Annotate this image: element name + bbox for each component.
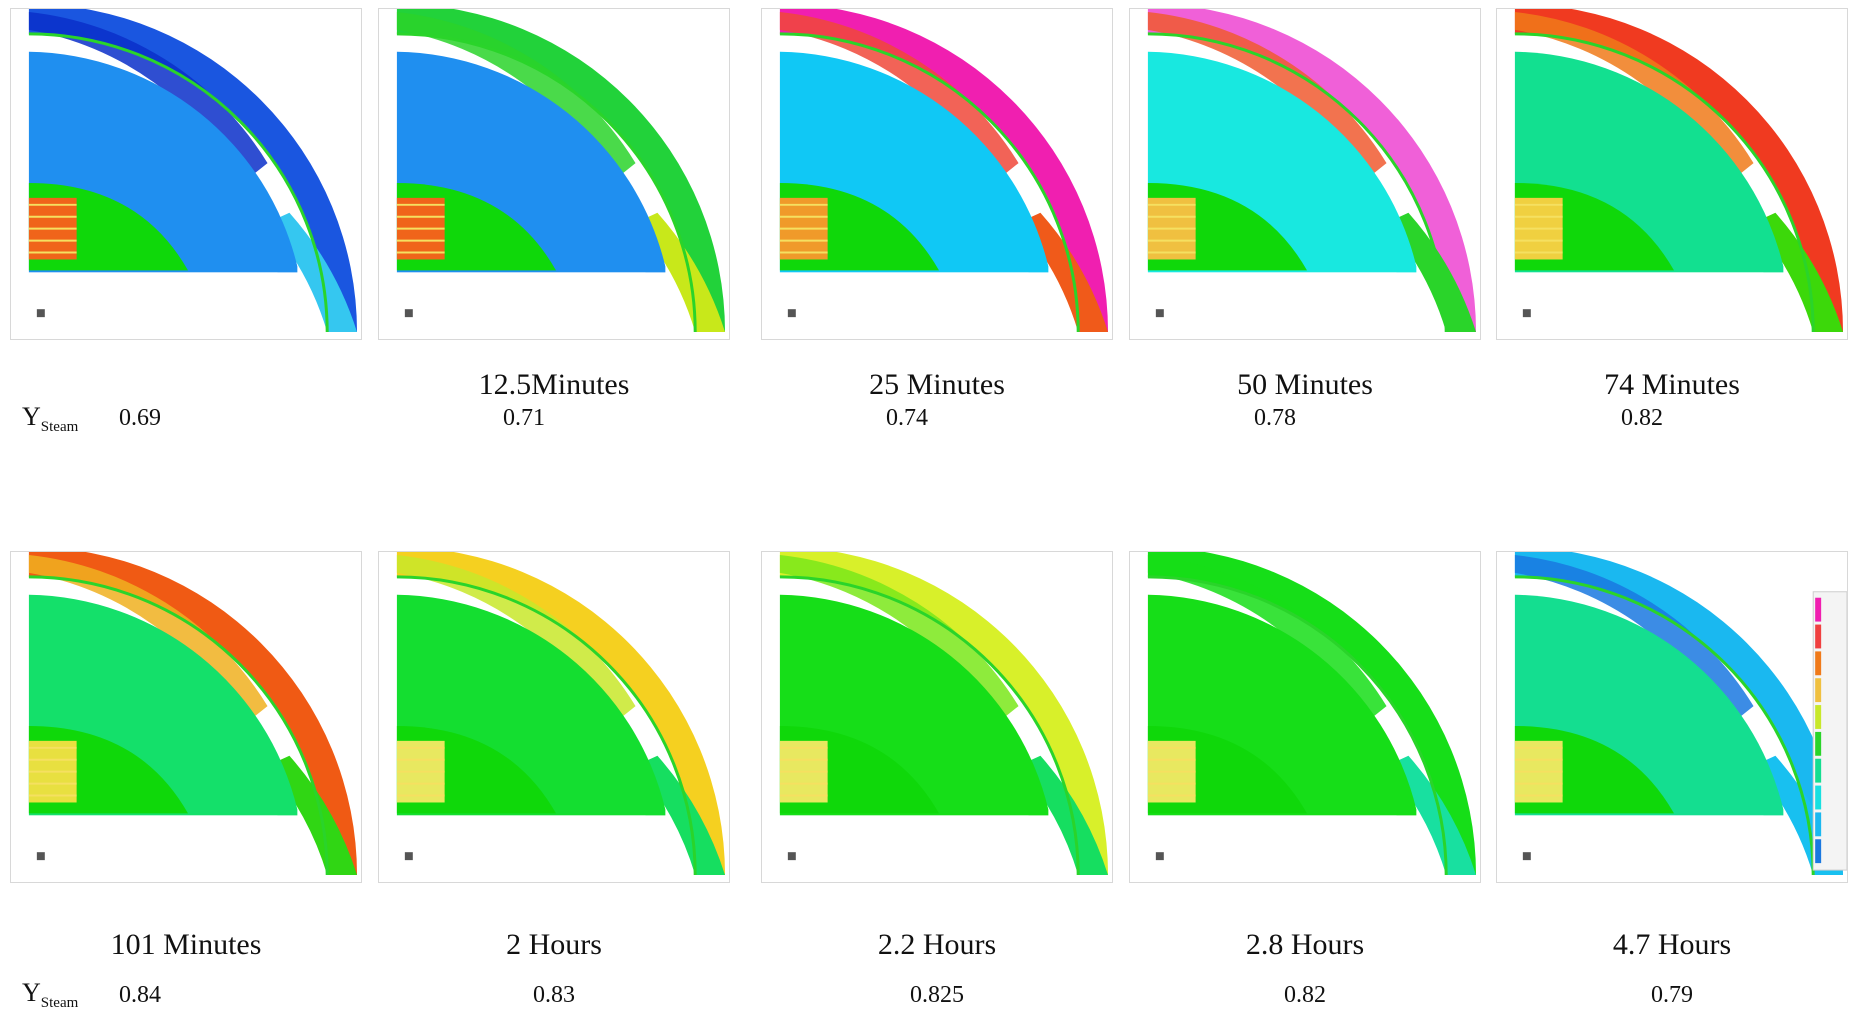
cutout-region [28,815,278,876]
time-caption: 101 Minutes [110,928,262,961]
steam-fraction-value: 0.825 [910,982,964,1008]
contour-plot [28,9,358,333]
shell-boundary-line [396,575,697,876]
outer-shell-region [1147,552,1477,876]
steam-fraction-value: 0.82 [1621,405,1663,431]
steam-fraction-value: 0.84 [119,982,161,1008]
y-label-sub: Steam [40,419,79,435]
time-caption: 2.2 Hours [877,928,997,961]
time-caption: 4.7 Hours [1612,928,1732,961]
contour-panel [1496,551,1848,883]
shell-boundary-line [396,32,697,333]
legend-swatch [1815,597,1822,622]
outer-shell-region [1514,9,1844,333]
steam-fraction-value: 0.83 [533,982,575,1008]
steam-fraction-value: 0.71 [503,405,545,431]
shell-boundary-line [1514,575,1815,876]
time-caption: 50 Minutes [1237,368,1373,401]
axis-marker [787,309,796,318]
cutout-region [396,815,646,876]
outer-shell-region [1514,552,1844,876]
shell-boundary-line [28,32,329,333]
legend-swatch [1815,812,1822,837]
cutout-region [779,272,1029,333]
contour-panel [378,8,730,340]
shell-boundary-line [1514,32,1815,333]
cutout-region [1147,815,1397,876]
contour-panel [761,8,1113,340]
contour-plot [28,552,358,876]
cutout-region [28,272,278,333]
outer-shell-region [396,9,726,333]
cutout-region [1514,815,1764,876]
steam-fraction-value: 0.82 [1284,982,1326,1008]
contour-plot [1514,552,1847,876]
shell-boundary-line [1147,32,1448,333]
time-caption: 2.8 Hours [1245,928,1365,961]
axis-marker [36,852,45,861]
contour-plot [1147,552,1477,876]
axis-marker [36,309,45,318]
legend-swatch [1815,785,1822,810]
contour-plot [1147,9,1477,333]
cutout-region [1147,272,1397,333]
cutout-region [779,815,1029,876]
outer-shell-region [28,552,358,876]
shell-boundary-line [28,575,329,876]
axis-marker [1522,309,1531,318]
cutout-region [1514,272,1764,333]
y-label-sub: Steam [40,995,79,1011]
contour-panel [1496,8,1848,340]
axis-marker [1155,852,1164,861]
contour-panel [10,551,362,883]
contour-plot [396,9,726,333]
steam-fraction-value: 0.69 [119,405,161,431]
contour-panel [1129,8,1481,340]
legend-swatch [1815,839,1822,864]
steam-fraction-value: 0.74 [886,405,928,431]
shell-boundary-line [1147,575,1448,876]
outer-shell-region [779,9,1109,333]
steam-fraction-value: 0.78 [1254,405,1296,431]
legend-swatch [1815,624,1822,649]
outer-shell-region [28,9,358,333]
contour-plot [779,552,1109,876]
axis-marker [1522,852,1531,861]
contour-panel [378,551,730,883]
contour-plot [396,552,726,876]
y-label-main: Y [22,402,41,431]
outer-shell-region [1147,9,1477,333]
time-caption: 25 Minutes [869,368,1005,401]
shell-boundary-line [779,575,1080,876]
axis-marker [1155,309,1164,318]
contour-panel [10,8,362,340]
cutout-region [396,272,646,333]
legend-swatch [1815,731,1822,756]
legend-swatch [1815,651,1822,676]
time-caption: 2 Hours [506,928,602,961]
legend-swatch [1815,705,1822,729]
y-steam-label: YSteam [22,402,78,436]
time-caption: 74 Minutes [1604,368,1740,401]
outer-shell-region [396,552,726,876]
contour-panel [1129,551,1481,883]
legend-swatch [1815,758,1822,783]
contour-panel [761,551,1113,883]
legend-swatch [1815,678,1822,703]
contour-plot [779,9,1109,333]
contour-plot [1514,9,1844,333]
axis-marker [404,309,413,318]
y-label-main: Y [22,978,41,1007]
outer-shell-region [779,552,1109,876]
axis-marker [404,852,413,861]
time-caption: 12.5Minutes [478,368,630,401]
axis-marker [787,852,796,861]
y-steam-label: YSteam [22,978,78,1012]
shell-boundary-line [779,32,1080,333]
steam-fraction-value: 0.79 [1651,982,1693,1008]
